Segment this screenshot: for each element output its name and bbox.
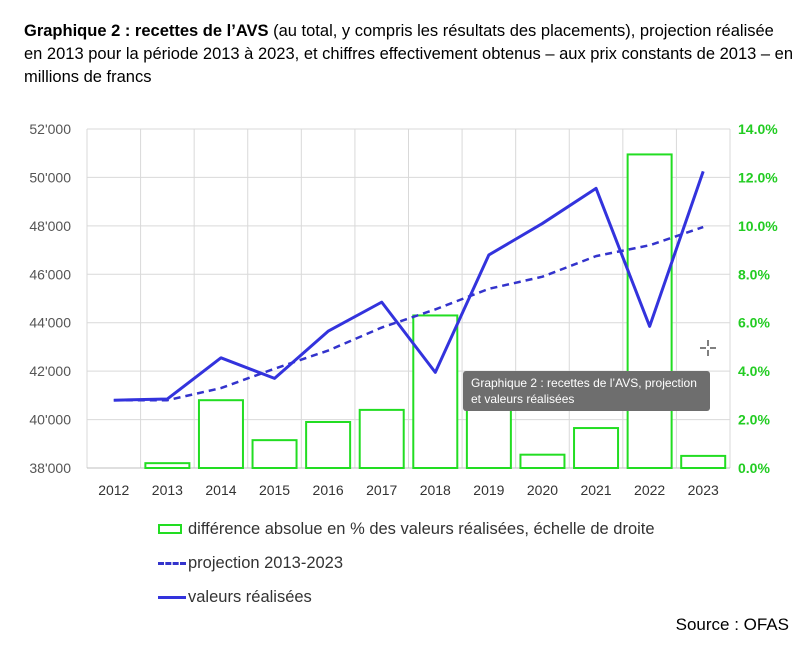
y-left-tick-label: 48'000 bbox=[29, 218, 71, 234]
x-tick-label: 2012 bbox=[98, 482, 129, 498]
bar bbox=[251, 439, 298, 469]
legend-label-bars: différence absolue en % des valeurs réal… bbox=[188, 519, 655, 538]
chart-tooltip: Graphique 2 : recettes de l’AVS, project… bbox=[463, 371, 710, 411]
y-right-tick-label: 4.0% bbox=[738, 363, 770, 379]
legend-item-projection: projection 2013-2023 bbox=[158, 546, 655, 580]
x-tick-label: 2019 bbox=[473, 482, 504, 498]
chart-title: Graphique 2 : recettes de l’AVS (au tota… bbox=[24, 20, 794, 89]
bar bbox=[680, 454, 727, 469]
bar bbox=[305, 420, 352, 469]
source-note: Source : OFAS bbox=[675, 615, 789, 634]
legend-swatch-bars bbox=[158, 524, 182, 534]
legend-item-realized: valeurs réalisées bbox=[158, 580, 655, 614]
legend-swatch-realized bbox=[158, 595, 186, 599]
y-left-tick-label: 46'000 bbox=[29, 266, 71, 282]
x-tick-label: 2022 bbox=[634, 482, 665, 498]
bar bbox=[144, 462, 191, 469]
y-left-tick-label: 44'000 bbox=[29, 315, 71, 331]
realized-line bbox=[113, 170, 705, 402]
bar bbox=[573, 427, 620, 469]
y-left-tick-label: 52'000 bbox=[29, 121, 71, 137]
chart-title-rest: (au total, y compris les résultats des p… bbox=[24, 22, 794, 86]
x-tick-label: 2020 bbox=[527, 482, 558, 498]
x-tick-label: 2013 bbox=[152, 482, 183, 498]
x-tick-label: 2021 bbox=[580, 482, 611, 498]
y-right-tick-label: 2.0% bbox=[738, 412, 770, 428]
legend-label-projection: projection 2013-2023 bbox=[188, 553, 344, 572]
y-right-tick-label: 6.0% bbox=[738, 315, 770, 331]
y-left-tick-label: 50'000 bbox=[29, 169, 71, 185]
y-right-tick-label: 0.0% bbox=[738, 460, 770, 476]
legend: différence absolue en % des valeurs réal… bbox=[158, 512, 655, 614]
chart-title-bold: Graphique 2 : recettes de l’AVS bbox=[24, 22, 269, 40]
y-right-tick-label: 12.0% bbox=[738, 169, 778, 185]
x-tick-label: 2023 bbox=[688, 482, 719, 498]
x-tick-label: 2015 bbox=[259, 482, 290, 498]
bar bbox=[626, 153, 673, 470]
bar bbox=[519, 453, 566, 469]
legend-item-bars: différence absolue en % des valeurs réal… bbox=[158, 512, 655, 546]
x-tick-label: 2018 bbox=[420, 482, 451, 498]
x-tick-label: 2017 bbox=[366, 482, 397, 498]
legend-label-realized: valeurs réalisées bbox=[188, 587, 312, 606]
y-right-tick-label: 14.0% bbox=[738, 121, 778, 137]
crosshair-icon bbox=[700, 340, 716, 356]
projection-line bbox=[113, 225, 704, 402]
legend-swatch-projection bbox=[158, 561, 186, 565]
x-tick-label: 2016 bbox=[313, 482, 344, 498]
y-left-tick-label: 38'000 bbox=[29, 460, 71, 476]
bar bbox=[197, 399, 244, 470]
y-left-tick-label: 40'000 bbox=[29, 412, 71, 428]
bar bbox=[358, 408, 405, 469]
bar bbox=[465, 401, 512, 469]
y-right-tick-label: 8.0% bbox=[738, 266, 770, 282]
y-left-tick-label: 42'000 bbox=[29, 363, 71, 379]
y-right-tick-label: 10.0% bbox=[738, 218, 778, 234]
x-tick-label: 2014 bbox=[205, 482, 236, 498]
